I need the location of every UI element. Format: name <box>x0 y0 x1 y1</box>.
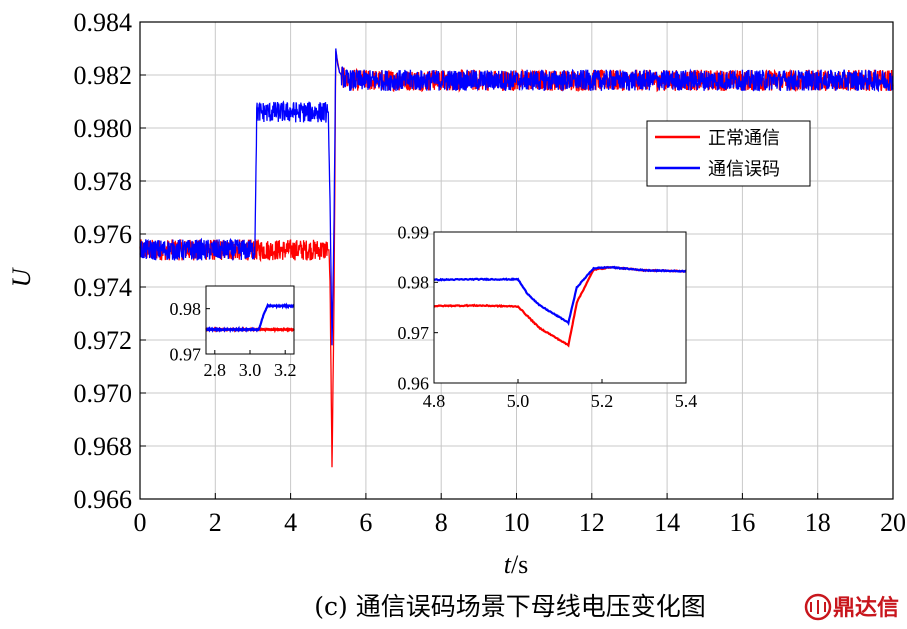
y-tick-label: 0.978 <box>74 167 133 196</box>
x-tick-label: 14 <box>654 508 680 537</box>
legend-label-blue: 通信误码 <box>708 159 780 180</box>
y-tick-label: 0.984 <box>74 8 133 37</box>
x-tick-label: 8 <box>435 508 448 537</box>
inset-y-tick-label: 0.99 <box>398 222 430 242</box>
watermark-icon-mark <box>810 600 826 614</box>
inset-background <box>434 232 686 383</box>
series-line-error <box>139 48 894 346</box>
y-tick-label: 0.974 <box>74 273 133 302</box>
y-axis-label: U <box>7 266 36 287</box>
inset-y-tick-label: 0.98 <box>170 299 202 319</box>
y-tick-label: 0.982 <box>74 61 133 90</box>
inset-y-tick-label: 0.98 <box>398 273 430 293</box>
legend-label-red: 正常通信 <box>708 128 780 149</box>
y-tick-label: 0.980 <box>74 114 133 143</box>
x-tick-label: 0 <box>134 508 147 537</box>
watermark-text: 鼎达信 <box>833 595 899 621</box>
x-tick-label: 4 <box>284 508 297 537</box>
y-tick-label: 0.966 <box>74 485 133 514</box>
y-tick-label: 0.976 <box>74 220 133 249</box>
figure-caption: (c) 通信误码场景下母线电压变化图 <box>314 592 705 621</box>
main-series <box>139 48 894 468</box>
x-tick-label: 2 <box>209 508 222 537</box>
inset-series-error <box>205 302 295 334</box>
inset-y-tick-label: 0.97 <box>398 323 430 343</box>
watermark-logo: 鼎达信 <box>804 593 899 621</box>
inset-frame <box>205 285 295 355</box>
inset-x-tick-label: 4.8 <box>423 391 446 411</box>
x-tick-label: 20 <box>880 508 906 537</box>
inset-x-tick-label: 3.2 <box>274 360 297 380</box>
inset-series-error <box>433 265 687 326</box>
y-tick-label: 0.972 <box>74 326 133 355</box>
inset-1: 2.8 3.0 3.2 0.97 0.98 <box>170 285 297 380</box>
x-tick-label: 18 <box>805 508 831 537</box>
legend-box <box>646 120 811 187</box>
inset-x-tick-label: 5.0 <box>507 391 530 411</box>
inset-y-tick-label: 0.97 <box>170 344 202 364</box>
inset-x-tick-label: 5.2 <box>591 391 614 411</box>
main-ticks: 0 2 4 6 8 10 12 14 16 18 20 0.966 0.968 0.970 0.972 0.9… <box>74 8 907 537</box>
x-axis-label-unit: /s <box>511 550 528 579</box>
inset-background <box>206 286 294 354</box>
inset-x-tick-label: 3.0 <box>239 360 262 380</box>
inset-2: 4.8 5.0 5.2 5.4 0.96 0.97 0.98 0.99 <box>398 222 698 411</box>
x-tick-label: 6 <box>359 508 372 537</box>
x-tick-label: 10 <box>504 508 530 537</box>
inset-x-tick-label: 2.8 <box>204 360 227 380</box>
x-axis-label-var: t <box>504 550 512 579</box>
inset-y-tick-label: 0.96 <box>398 373 430 393</box>
watermark-icon <box>804 593 832 621</box>
inset-x-tick-label: 5.4 <box>675 391 698 411</box>
inset-frame <box>433 231 687 384</box>
x-tick-label: 16 <box>729 508 755 537</box>
x-axis-label: t/s <box>504 550 529 579</box>
x-tick-label: 12 <box>579 508 605 537</box>
y-tick-label: 0.968 <box>74 432 133 461</box>
legend: 正常通信 通信误码 <box>646 120 811 187</box>
y-tick-label: 0.970 <box>74 379 133 408</box>
